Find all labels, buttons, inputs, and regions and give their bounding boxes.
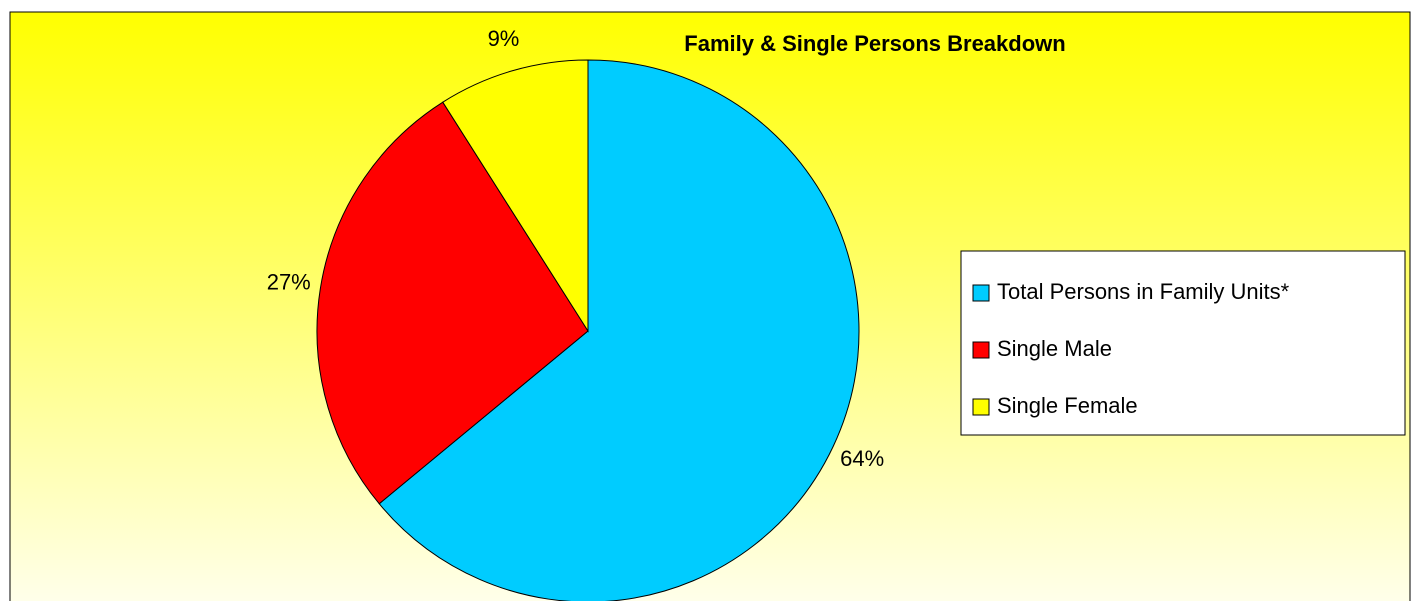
legend-label: Single Female <box>997 393 1138 418</box>
legend-box <box>960 250 1406 436</box>
data-label: 9% <box>488 26 520 51</box>
pie-slice <box>316 101 589 505</box>
chart-title: Family & Single Persons Breakdown <box>684 31 1065 56</box>
legend-swatch <box>972 284 990 302</box>
data-label: 64% <box>840 446 884 471</box>
legend-label: Single Male <box>997 336 1112 361</box>
data-label: 27% <box>267 269 311 294</box>
legend-label: Total Persons in Family Units* <box>997 279 1290 304</box>
pie-slice <box>378 59 860 603</box>
pie-slice <box>442 59 589 333</box>
legend-swatch <box>972 398 990 416</box>
legend-swatch <box>972 341 990 359</box>
